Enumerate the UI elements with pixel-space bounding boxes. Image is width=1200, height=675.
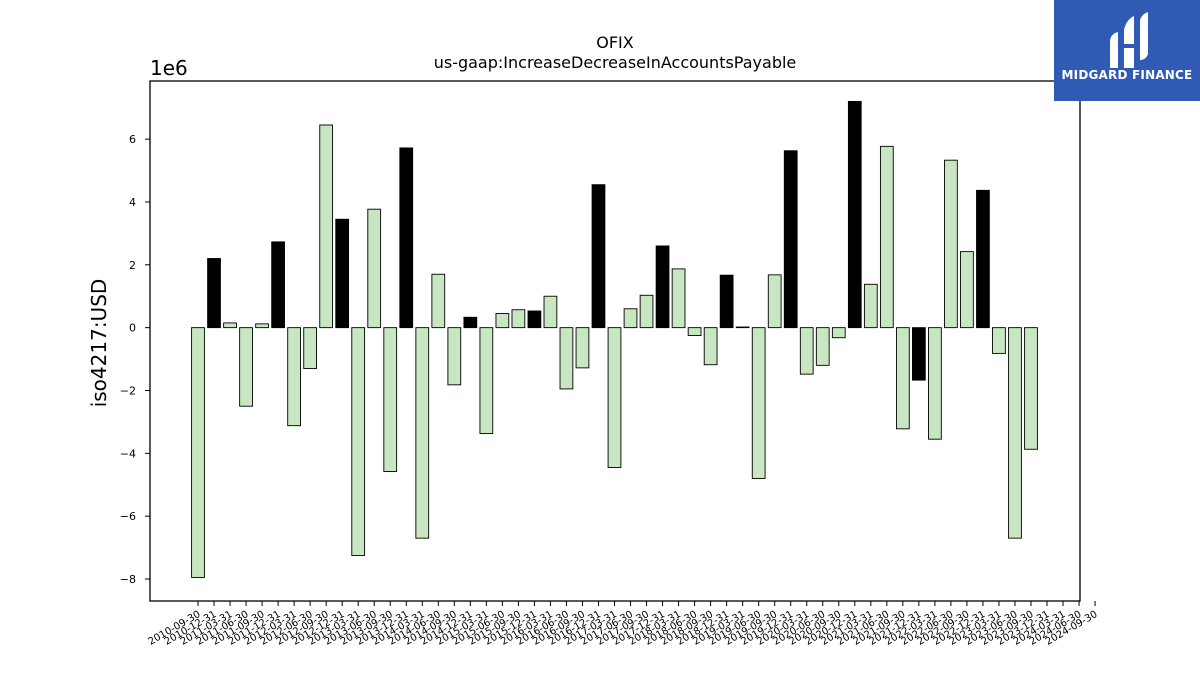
chart-subtitle: us-gaap:IncreaseDecreaseInAccountsPayabl… (434, 53, 797, 72)
y-axis-label: iso4217:USD (87, 279, 111, 408)
bar (1024, 327, 1038, 450)
bar (431, 273, 446, 329)
bar (928, 327, 942, 440)
bar (655, 245, 670, 329)
bar (895, 327, 910, 430)
y-tick-label: 2 (129, 259, 136, 272)
y-tick-label: −4 (120, 447, 136, 460)
bar (1008, 327, 1022, 539)
bar (591, 184, 606, 329)
bar (399, 147, 414, 329)
bar (944, 159, 958, 329)
bar (527, 310, 542, 329)
bar (735, 326, 750, 329)
x-ticks-layer: 2010-09-302010-12-312011-03-312011-06-30… (147, 601, 1100, 648)
bar (912, 327, 926, 381)
bar (863, 283, 878, 329)
bar (703, 327, 718, 366)
bar (783, 150, 798, 329)
bar (543, 295, 558, 329)
bar (271, 241, 285, 329)
bar (335, 218, 350, 329)
bar (239, 327, 253, 407)
y-tick-label: 6 (129, 133, 136, 146)
bar (447, 327, 462, 386)
y-ticks-layer: −8 −6 −4 −2 0 2 4 6 (120, 133, 150, 586)
bar (495, 313, 510, 329)
y-tick-label: −6 (120, 510, 136, 523)
chart-title: OFIX (596, 33, 634, 52)
y-tick-label: 4 (129, 196, 136, 209)
bar (815, 327, 830, 366)
bar (976, 189, 990, 329)
bars-layer (191, 100, 1038, 578)
plot-frame (149, 80, 1081, 602)
bar (303, 327, 318, 369)
y-tick-label: −2 (120, 384, 136, 397)
bar (719, 274, 734, 329)
bar (847, 100, 862, 329)
bar (767, 274, 782, 329)
bar (351, 327, 366, 556)
bar (623, 308, 638, 329)
bar (319, 124, 334, 329)
bar (383, 327, 398, 472)
bar (639, 294, 654, 329)
bar (992, 327, 1006, 354)
bar (960, 251, 974, 329)
bar (879, 145, 894, 329)
bar (799, 327, 814, 375)
bar (559, 327, 574, 390)
bar (479, 327, 494, 434)
bar (367, 208, 382, 329)
bar (191, 327, 205, 578)
y-scale-label: 1e6 (150, 56, 188, 80)
bar (687, 327, 702, 336)
bar (751, 327, 766, 479)
bar (207, 258, 221, 329)
bar (287, 327, 301, 427)
midgard-finance-logo: MIDGARD FINANCE (1054, 0, 1200, 101)
bar (575, 327, 590, 369)
bar (831, 327, 846, 339)
bar (671, 268, 686, 329)
logo-text: MIDGARD FINANCE (1061, 68, 1193, 82)
logo-mark-icon (1110, 12, 1148, 68)
bar (511, 309, 526, 329)
bar (223, 322, 237, 329)
y-tick-label: −8 (120, 573, 136, 586)
bar (415, 327, 430, 539)
y-tick-label: 0 (129, 322, 136, 335)
bar (607, 327, 622, 468)
bar (255, 323, 269, 329)
bar (463, 316, 478, 329)
